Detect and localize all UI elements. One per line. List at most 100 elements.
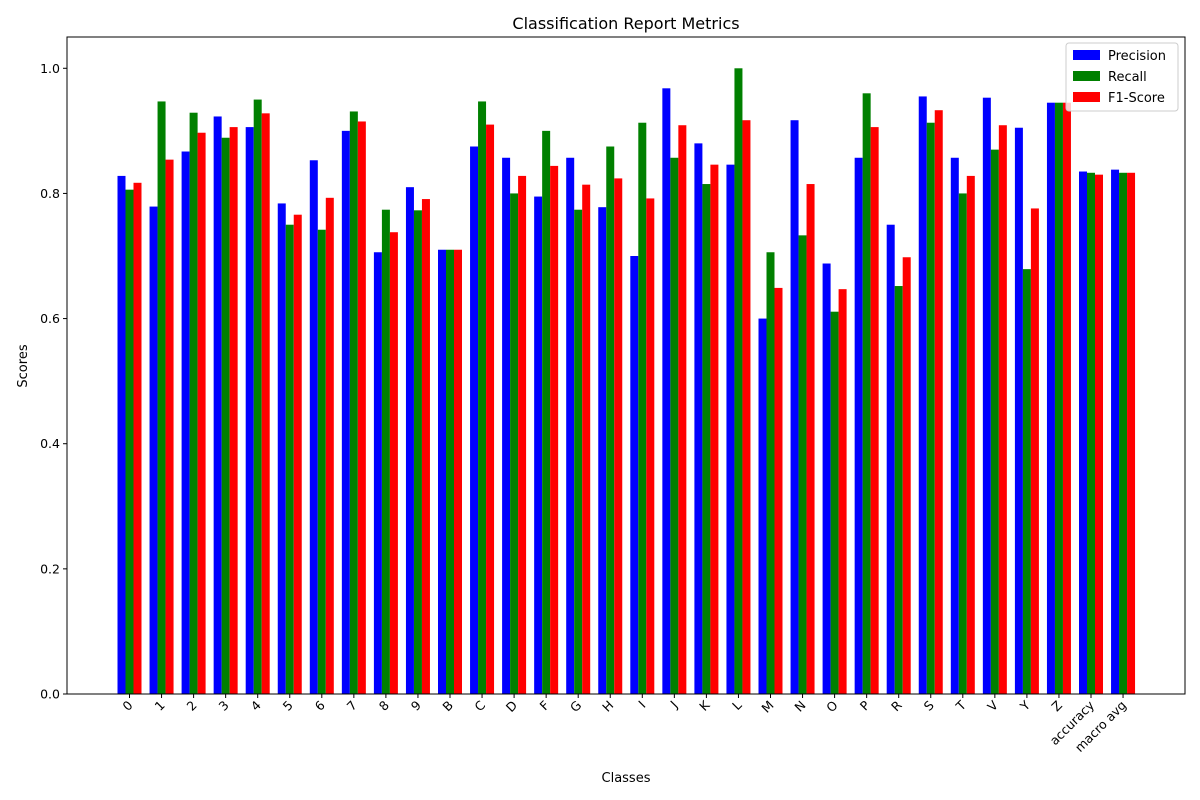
- bar-f1-score-9: [421, 199, 430, 694]
- bar-precision-O: [822, 263, 831, 694]
- bar-precision-T: [950, 157, 959, 694]
- bar-recall-P: [862, 93, 871, 694]
- bar-recall-S: [926, 122, 935, 695]
- bar-precision-B: [438, 249, 446, 695]
- y-tick-label: 1.0: [40, 61, 60, 76]
- x-tick-label: M: [758, 698, 776, 716]
- bar-f1-score-F: [550, 165, 559, 694]
- bar-recall-7: [349, 111, 358, 694]
- bar-f1-score-H: [614, 178, 623, 694]
- bar-recall-B: [446, 249, 454, 695]
- bars-group: [117, 68, 1136, 695]
- x-tick-label: J: [667, 698, 681, 712]
- x-tick-label: R: [888, 697, 905, 714]
- bar-f1-score-L: [742, 120, 751, 695]
- x-tick-label: 0: [119, 697, 135, 713]
- bar-f1-score-C: [486, 124, 495, 695]
- bar-f1-score-I: [646, 198, 655, 694]
- x-tick-label: 8: [376, 697, 392, 713]
- plot-frame: [66, 36, 1186, 695]
- bar-recall-6: [317, 229, 326, 694]
- y-axis: 0.0 0.2 0.4 0.6 0.8 1.0: [40, 61, 67, 702]
- bar-recall-R: [894, 286, 903, 694]
- bar-precision-L: [726, 164, 735, 694]
- bar-f1-score-R: [902, 257, 911, 694]
- bar-precision-7: [341, 130, 350, 695]
- bar-precision-Y: [1014, 127, 1023, 695]
- bar-f1-score-accuracy: [1095, 174, 1103, 694]
- legend-label: Precision: [1108, 49, 1166, 64]
- x-tick-label: 5: [280, 698, 296, 714]
- x-tick-label: 6: [312, 697, 328, 713]
- bar-precision-3: [213, 116, 222, 695]
- y-tick-label: 0.0: [40, 687, 60, 702]
- bar-f1-score-4: [261, 113, 270, 695]
- bar-precision-2: [181, 151, 190, 694]
- x-tick-label: F: [537, 698, 553, 714]
- bar-recall-5: [285, 224, 294, 694]
- bar-precision-H: [598, 207, 607, 694]
- y-tick-label: 0.4: [40, 436, 60, 451]
- bar-f1-score-D: [518, 175, 527, 694]
- x-tick-label: O: [823, 697, 841, 715]
- bar-recall-J: [670, 157, 679, 694]
- bar-precision-N: [790, 120, 799, 695]
- bar-recall-8: [381, 209, 390, 694]
- y-tick-label: 0.2: [40, 561, 60, 576]
- bar-f1-score-K: [710, 164, 719, 694]
- bar-precision-5: [277, 203, 286, 694]
- bar-f1-score-3: [229, 127, 238, 695]
- x-tick-label: 4: [248, 697, 264, 713]
- legend: Precision Recall F1-Score: [1065, 42, 1179, 112]
- x-tick-label: K: [696, 697, 713, 714]
- bar-f1-score-5: [293, 214, 302, 694]
- x-tick-label: Y: [1016, 697, 1033, 714]
- bar-precision-1: [149, 206, 158, 694]
- bar-recall-L: [734, 68, 743, 695]
- bar-recall-Z: [1054, 102, 1063, 694]
- bar-recall-F: [542, 130, 551, 695]
- bar-f1-score-Y: [1030, 208, 1039, 694]
- bar-f1-score-B: [454, 249, 462, 695]
- bar-recall-I: [638, 122, 647, 695]
- bar-precision-4: [245, 127, 254, 695]
- bar-f1-score-1: [165, 159, 174, 694]
- x-tick-label: I: [635, 698, 648, 711]
- x-tick-label: P: [857, 697, 873, 713]
- chart-title: Classification Report Metrics: [512, 14, 739, 33]
- bar-recall-C: [478, 101, 487, 694]
- bar-f1-score-macro-avg: [1127, 172, 1136, 694]
- bar-f1-score-0: [133, 182, 142, 695]
- x-axis: 0 1 2 3 4 5 6 7 8 9 B C D F G H I J K L M N O P R S T V Y Zaccuracyma…: [119, 694, 1129, 755]
- bar-precision-S: [918, 96, 927, 694]
- bar-recall-K: [702, 184, 711, 695]
- bar-f1-score-Z: [1062, 102, 1071, 694]
- x-tick-label: 7: [344, 698, 360, 714]
- x-tick-label: 2: [183, 698, 199, 714]
- bar-recall-O: [830, 311, 839, 694]
- bar-recall-D: [510, 193, 519, 694]
- bar-precision-8: [373, 252, 382, 694]
- x-tick-label: T: [952, 697, 969, 714]
- bar-f1-score-6: [325, 197, 334, 694]
- bar-precision-G: [566, 157, 575, 694]
- bar-f1-score-7: [357, 121, 366, 695]
- x-axis-label: Classes: [602, 771, 651, 786]
- bar-recall-G: [574, 209, 583, 694]
- bar-f1-score-V: [998, 125, 1007, 695]
- bar-f1-score-N: [806, 184, 815, 695]
- bar-f1-score-M: [774, 287, 783, 694]
- y-axis-label: Scores: [16, 344, 31, 387]
- bar-recall-H: [606, 146, 615, 694]
- bar-recall-V: [990, 149, 999, 694]
- bar-precision-K: [694, 143, 703, 694]
- bar-f1-score-2: [197, 132, 206, 695]
- x-tick-label: H: [599, 698, 616, 715]
- bar-precision-R: [886, 224, 895, 694]
- bar-precision-M: [758, 318, 767, 694]
- bar-f1-score-O: [838, 289, 847, 694]
- legend-swatch: [1073, 71, 1100, 81]
- bar-precision-Z: [1046, 102, 1055, 694]
- legend-label: Recall: [1108, 70, 1147, 85]
- x-tick-label: B: [439, 698, 456, 715]
